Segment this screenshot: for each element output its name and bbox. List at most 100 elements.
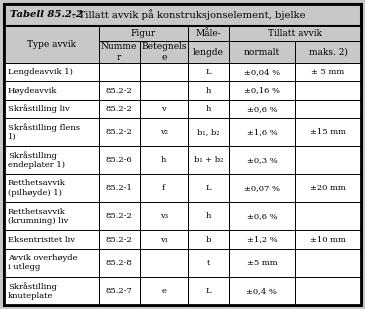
Text: b₁ + b₂: b₁ + b₂ <box>194 156 223 164</box>
Text: Figur: Figur <box>131 29 156 38</box>
Text: Måle-: Måle- <box>196 29 221 38</box>
Text: normalt: normalt <box>244 48 280 57</box>
Bar <box>4 146 99 174</box>
Bar <box>229 118 295 146</box>
Text: b₁, b₂: b₁, b₂ <box>197 128 220 136</box>
Bar <box>99 63 140 82</box>
Text: Høydeavvik: Høydeavvik <box>8 87 58 95</box>
Text: 85.2-8: 85.2-8 <box>106 259 132 267</box>
Text: Eksentrisitet liv: Eksentrisitet liv <box>8 235 75 243</box>
Text: Numme
r: Numme r <box>101 42 137 62</box>
Bar <box>295 82 361 99</box>
Text: Skråstilling
endeplater 1): Skråstilling endeplater 1) <box>8 151 65 169</box>
Bar <box>229 41 295 63</box>
Bar <box>229 63 295 82</box>
Text: Skråstilling flens
1): Skråstilling flens 1) <box>8 123 80 141</box>
Text: 85.2-2: 85.2-2 <box>106 212 132 220</box>
Text: ±5 mm: ±5 mm <box>247 259 277 267</box>
Bar <box>99 249 140 277</box>
Text: 85.2-2: 85.2-2 <box>106 128 132 136</box>
Bar <box>188 82 229 99</box>
Text: : Tillatt avvik på konstruksjonselement, bjelke: : Tillatt avvik på konstruksjonselement,… <box>72 10 306 20</box>
Text: 85.2-6: 85.2-6 <box>106 156 132 164</box>
Bar <box>295 202 361 231</box>
Text: Retthetsavvik
(pilhøyde) 1): Retthetsavvik (pilhøyde) 1) <box>8 180 66 197</box>
Text: h: h <box>161 156 166 164</box>
Bar <box>99 82 140 99</box>
Bar <box>99 231 140 249</box>
Bar <box>188 146 229 174</box>
Text: h: h <box>206 212 211 220</box>
Text: ±0,3 %: ±0,3 % <box>247 156 277 164</box>
Text: v₁: v₁ <box>160 235 168 243</box>
Bar <box>295 249 361 277</box>
Bar <box>4 99 99 118</box>
Text: ±0,16 %: ±0,16 % <box>244 87 280 95</box>
Bar <box>229 231 295 249</box>
Bar <box>99 99 140 118</box>
Bar <box>4 26 99 63</box>
Text: Skråstilling
knuteplate: Skråstilling knuteplate <box>8 282 57 300</box>
Bar <box>140 146 188 174</box>
Text: v: v <box>161 105 166 113</box>
Bar <box>140 82 188 99</box>
Text: 85.2-1: 85.2-1 <box>106 184 132 192</box>
Bar <box>229 26 361 41</box>
Bar <box>295 174 361 202</box>
Text: 85.2-2: 85.2-2 <box>106 105 132 113</box>
Bar <box>4 277 99 305</box>
Bar <box>4 63 99 82</box>
Bar <box>188 231 229 249</box>
Text: 85.2-7: 85.2-7 <box>106 287 132 295</box>
Bar <box>99 118 140 146</box>
Bar <box>4 118 99 146</box>
Text: ±0,07 %: ±0,07 % <box>244 184 280 192</box>
Bar <box>140 277 188 305</box>
Text: ±0,6 %: ±0,6 % <box>247 212 277 220</box>
Bar <box>188 202 229 231</box>
Bar <box>229 146 295 174</box>
Bar <box>140 202 188 231</box>
Text: v₂: v₂ <box>160 128 168 136</box>
Bar <box>4 82 99 99</box>
Bar <box>229 277 295 305</box>
Text: ±15 mm: ±15 mm <box>310 128 346 136</box>
Text: ±10 mm: ±10 mm <box>310 235 346 243</box>
Text: maks. 2): maks. 2) <box>308 48 347 57</box>
Text: L: L <box>205 287 211 295</box>
Text: lengde: lengde <box>193 48 224 57</box>
Text: ±1,2 %: ±1,2 % <box>247 235 277 243</box>
Bar <box>229 249 295 277</box>
Bar <box>229 174 295 202</box>
Bar <box>188 26 229 41</box>
Bar <box>99 146 140 174</box>
Bar <box>140 174 188 202</box>
Bar <box>99 277 140 305</box>
Text: 85.2-2: 85.2-2 <box>106 235 132 243</box>
Bar <box>295 118 361 146</box>
Text: Tillatt avvik: Tillatt avvik <box>268 29 322 38</box>
Text: ±0,04 %: ±0,04 % <box>244 68 280 76</box>
Bar <box>229 99 295 118</box>
Text: Tabell 85.2-2: Tabell 85.2-2 <box>10 10 83 19</box>
Text: h: h <box>206 105 211 113</box>
Bar <box>140 41 188 63</box>
Text: f: f <box>162 184 165 192</box>
Bar <box>4 4 361 26</box>
Text: Avvik overhøyde
i utlegg: Avvik overhøyde i utlegg <box>8 254 77 272</box>
Bar <box>188 118 229 146</box>
Bar <box>295 146 361 174</box>
Bar <box>4 231 99 249</box>
Bar <box>295 277 361 305</box>
Text: Type avvik: Type avvik <box>27 40 76 49</box>
Text: Skråstilling liv: Skråstilling liv <box>8 104 70 113</box>
Bar <box>4 249 99 277</box>
Bar <box>99 41 140 63</box>
Text: ±0,6 %: ±0,6 % <box>247 105 277 113</box>
Text: e: e <box>161 287 166 295</box>
Bar <box>4 202 99 231</box>
Text: ± 5 mm: ± 5 mm <box>311 68 345 76</box>
Bar <box>295 99 361 118</box>
Bar <box>229 202 295 231</box>
Text: t: t <box>207 259 210 267</box>
